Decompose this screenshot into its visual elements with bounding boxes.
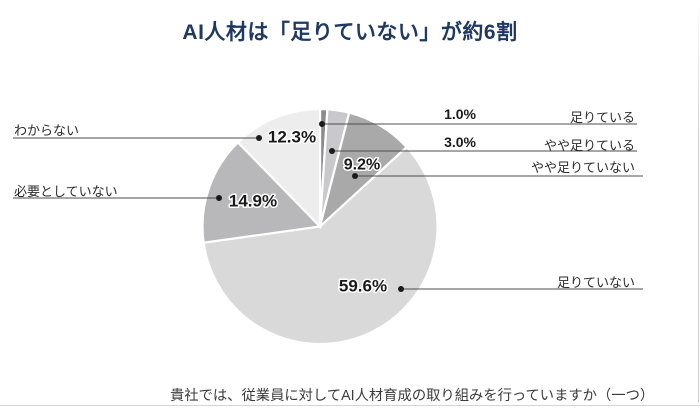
svg-text:9.2%: 9.2%	[344, 157, 380, 174]
svg-text:12.3%: 12.3%	[268, 128, 316, 147]
svg-text:59.6%: 59.6%	[339, 277, 387, 296]
svg-text:14.9%: 14.9%	[229, 192, 277, 211]
